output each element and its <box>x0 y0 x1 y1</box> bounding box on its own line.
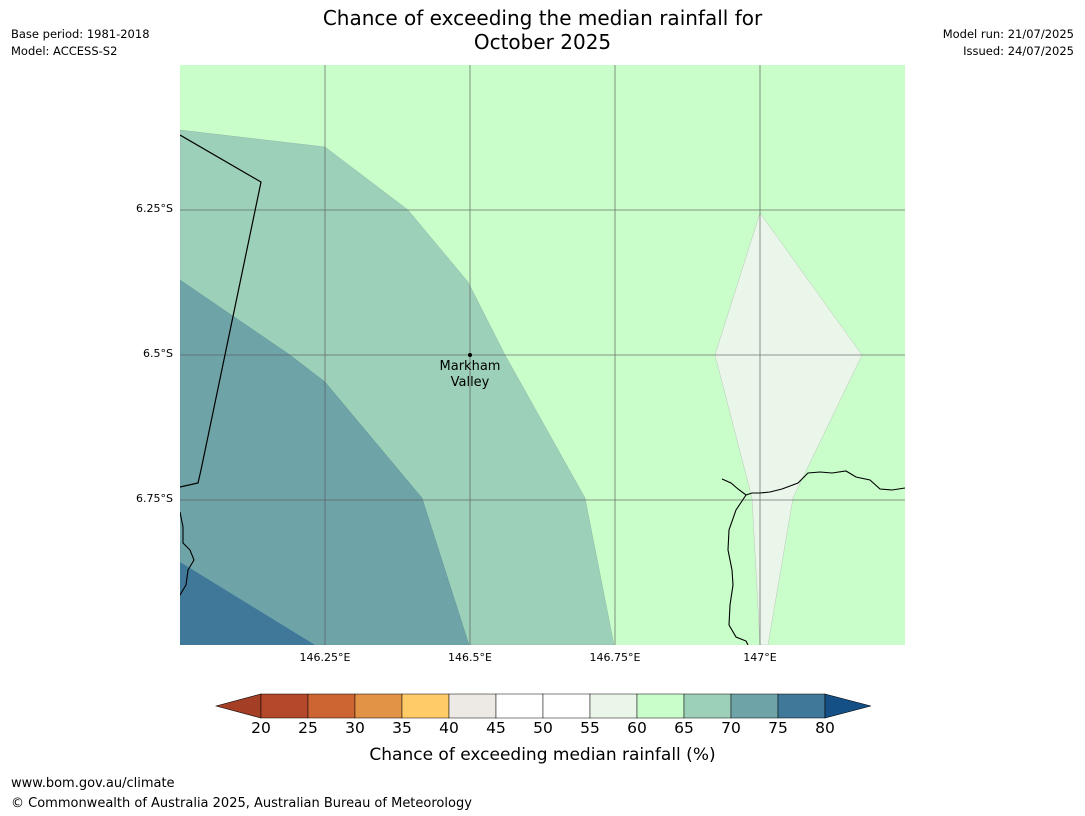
colorbar-tick-label: 30 <box>345 719 365 737</box>
colorbar-tick-label: 40 <box>439 719 459 737</box>
coastline <box>721 470 905 496</box>
river-west <box>180 511 195 596</box>
map-title-line2: October 2025 <box>473 30 612 54</box>
colorbar-tick-label: 80 <box>815 719 835 737</box>
town-name-line2: Valley <box>450 375 490 390</box>
model-name: Model: ACCESS-S2 <box>11 44 118 58</box>
zone-55-60 <box>714 212 863 645</box>
footer-copyright: © Commonwealth of Australia 2025, Austra… <box>11 796 472 811</box>
colorbar-tick-label: 20 <box>251 719 271 737</box>
colorbar-cell <box>730 693 779 719</box>
colorbar-tick-label: 75 <box>768 719 788 737</box>
colorbar-tick-label: 25 <box>298 719 318 737</box>
colorbar-extend-low <box>215 693 262 719</box>
colorbar-cell <box>448 693 497 719</box>
river-east <box>727 494 749 645</box>
colorbar-cell <box>542 693 591 719</box>
town-label: Markham Valley <box>420 359 520 391</box>
lat-label-6-75: 6.75°S <box>136 492 173 505</box>
colorbar-cell <box>354 693 403 719</box>
colorbar-tick-label: 70 <box>721 719 741 737</box>
issued-date: Issued: 24/07/2025 <box>963 44 1074 58</box>
map-title: Chance of exceeding the median rainfall … <box>0 6 1085 54</box>
colorbar-tick-label: 55 <box>580 719 600 737</box>
lat-label-6-25: 6.25°S <box>136 202 173 215</box>
model-run: Model run: 21/07/2025 <box>942 27 1074 41</box>
colorbar-extend-high <box>824 693 871 719</box>
colorbar-cell <box>636 693 685 719</box>
colorbar-tick-label: 35 <box>392 719 412 737</box>
lat-label-6-5: 6.5°S <box>143 347 173 360</box>
colorbar-tick-label: 60 <box>627 719 647 737</box>
province-boundary <box>180 134 262 488</box>
town-name-line1: Markham <box>439 359 501 374</box>
zone-75-80 <box>180 562 315 645</box>
colorbar-tick-label: 65 <box>674 719 694 737</box>
colorbar-cell <box>495 693 544 719</box>
colorbar-tick-label: 50 <box>533 719 553 737</box>
lon-label-147: 147°E <box>743 651 777 664</box>
colorbar-cells <box>215 693 871 719</box>
colorbar-title: Chance of exceeding median rainfall (%) <box>369 745 716 765</box>
colorbar-cell <box>401 693 450 719</box>
colorbar-cell <box>307 693 356 719</box>
base-period: Base period: 1981-2018 <box>11 27 150 41</box>
town-marker <box>468 353 472 357</box>
colorbar-tick-label: 45 <box>486 719 506 737</box>
lon-label-146-25: 146.25°E <box>299 651 351 664</box>
lon-label-146-75: 146.75°E <box>589 651 641 664</box>
run-info: Model run: 21/07/2025 Issued: 24/07/2025 <box>943 26 1074 60</box>
lon-label-146-5: 146.5°E <box>448 651 492 664</box>
footer-url[interactable]: www.bom.gov.au/climate <box>11 776 175 791</box>
colorbar <box>215 693 871 719</box>
model-info: Base period: 1981-2018 Model: ACCESS-S2 <box>11 26 150 60</box>
colorbar-cell <box>260 693 309 719</box>
rainfall-map <box>180 65 905 645</box>
map-title-line1: Chance of exceeding the median rainfall … <box>322 6 763 30</box>
colorbar-cell <box>777 693 826 719</box>
gridlines <box>180 65 905 645</box>
colorbar-cell <box>683 693 732 719</box>
colorbar-cell <box>589 693 638 719</box>
